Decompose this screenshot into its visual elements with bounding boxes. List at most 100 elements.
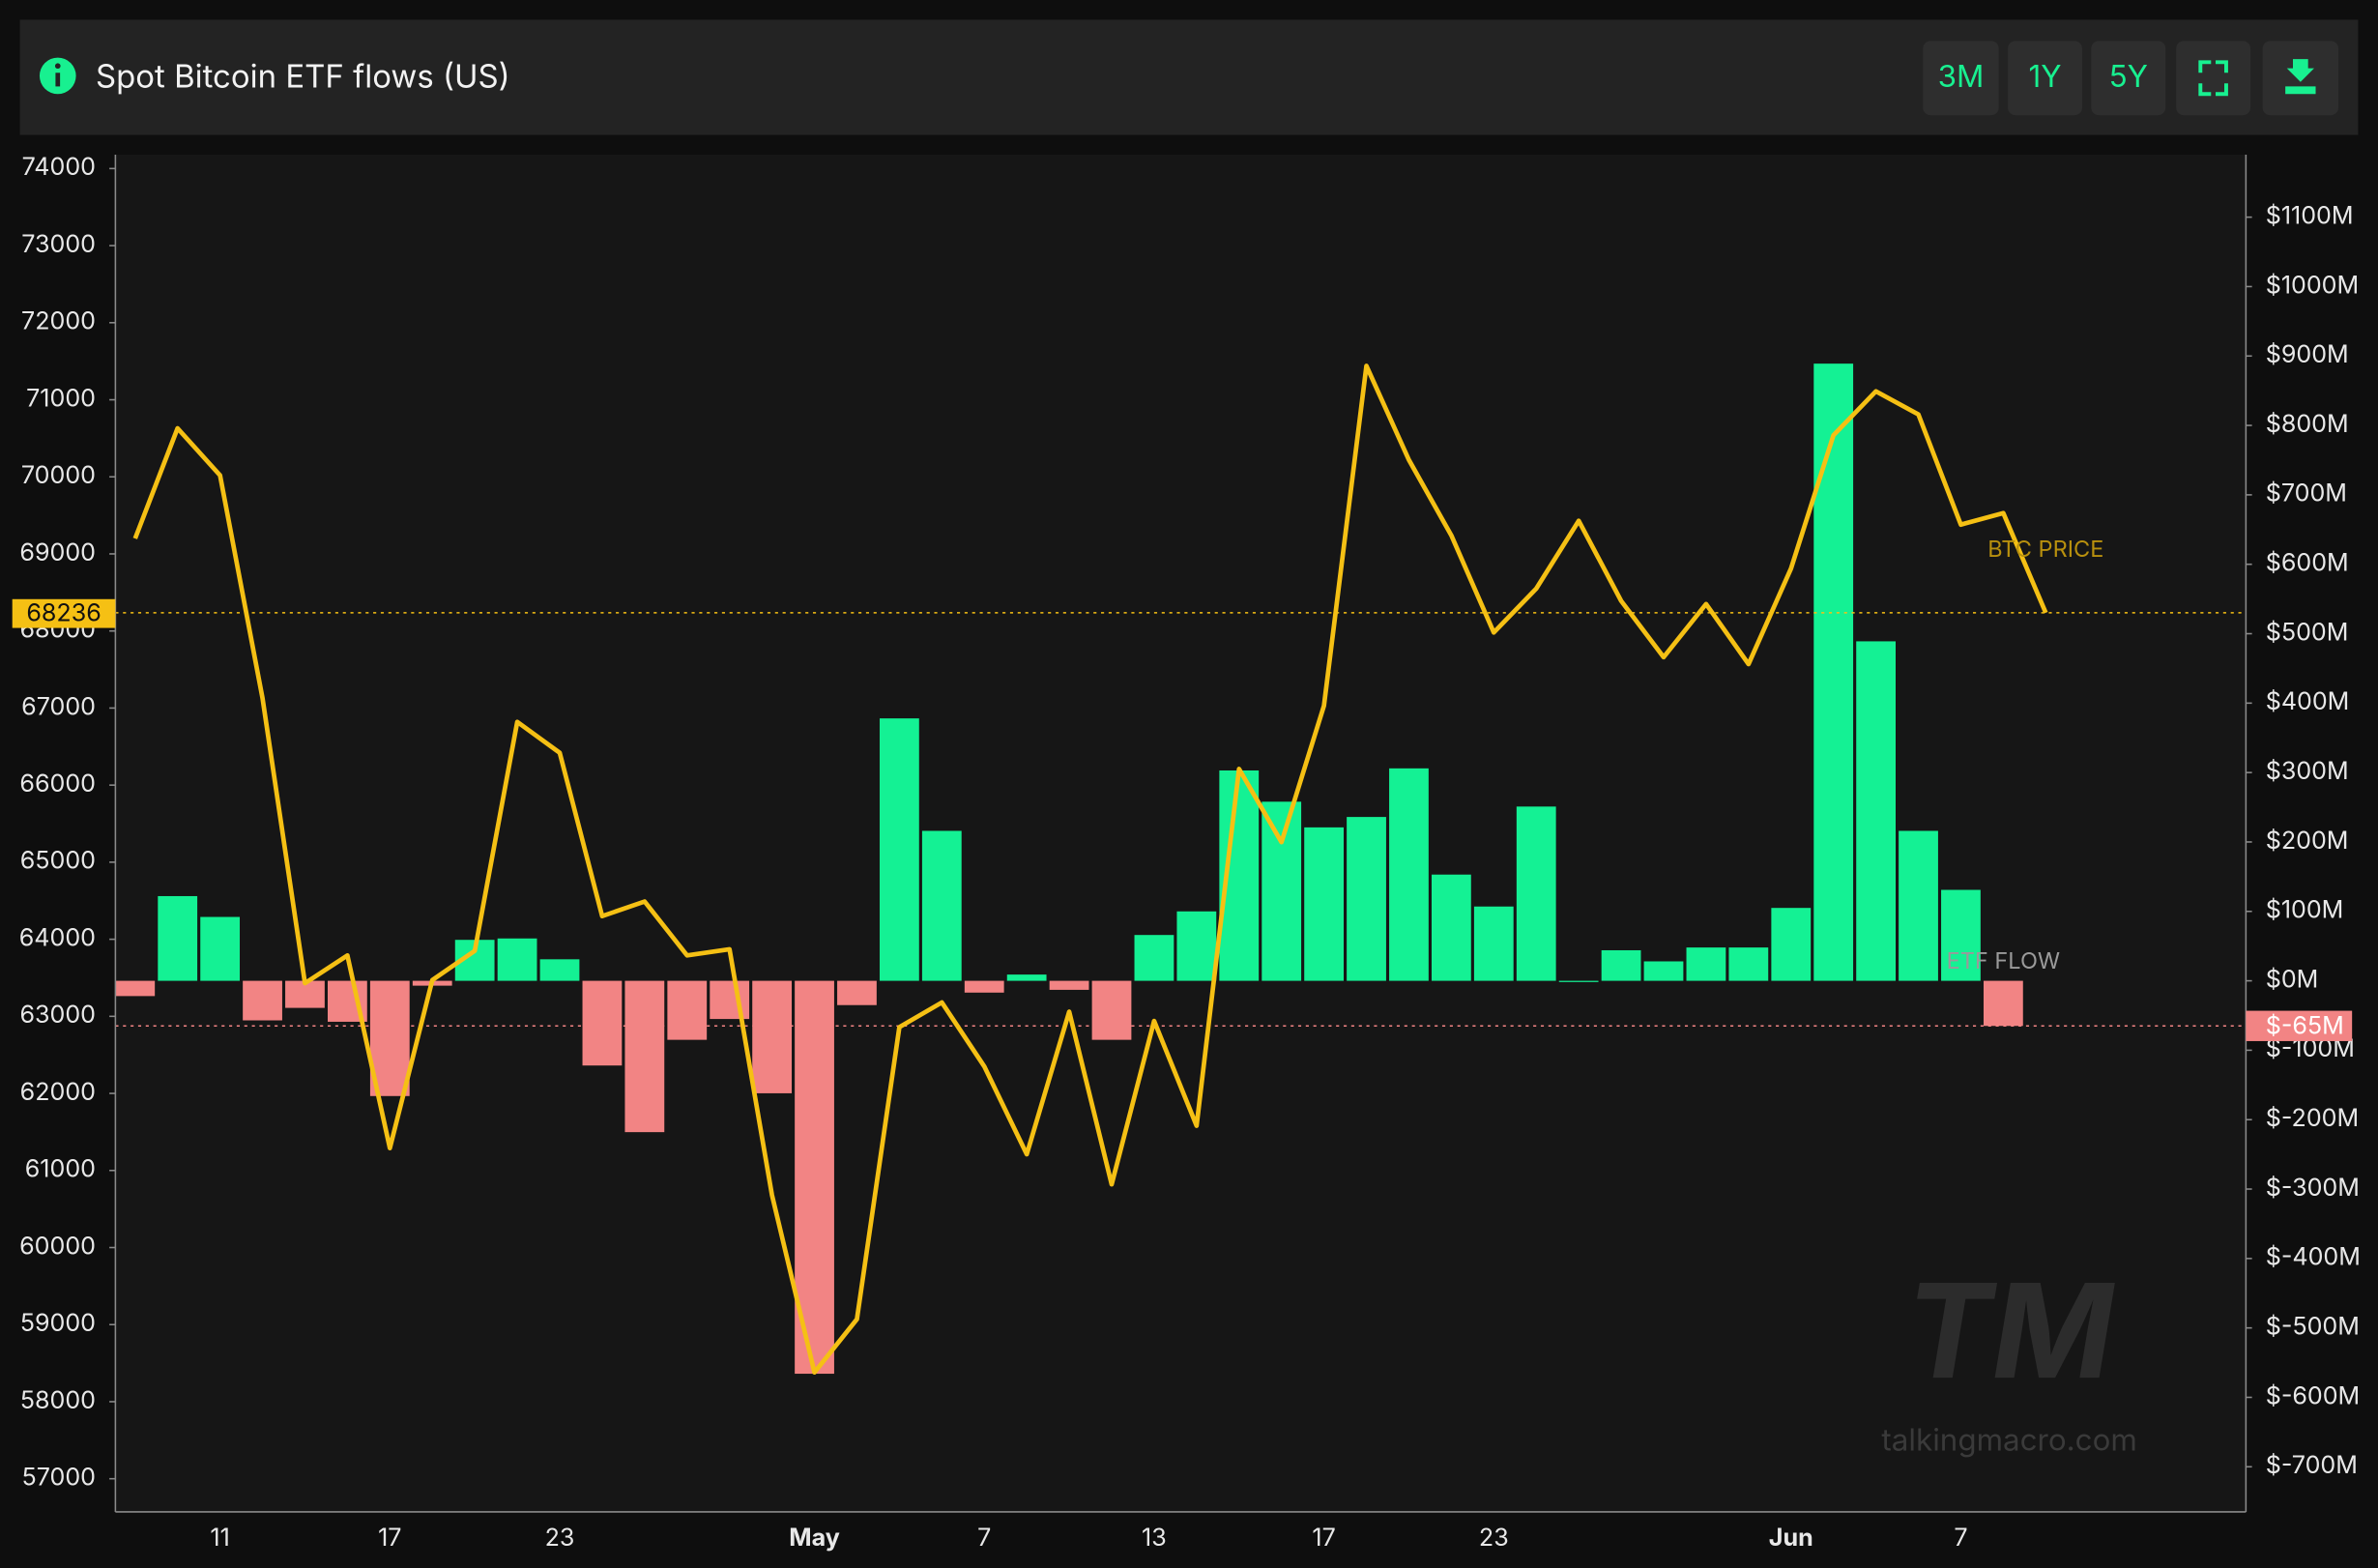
x-tick-label: 23 (1479, 1524, 1509, 1553)
y-tick-label: 62000 (20, 1078, 96, 1107)
flow-bar (369, 980, 410, 1096)
button-3m[interactable]: 3M (1923, 41, 1999, 116)
info-icon-glyph (55, 73, 61, 87)
flow-bar (752, 980, 793, 1093)
button-fullscreen[interactable] (2176, 41, 2251, 116)
button-download[interactable] (2262, 41, 2339, 116)
flow-bar (115, 980, 156, 997)
y2-tick-label: $400M (2266, 687, 2350, 716)
flow-bar (1558, 980, 1599, 982)
y2-tick-label: $600M (2266, 549, 2349, 578)
x-tick-label: 13 (1142, 1524, 1167, 1553)
button-label: 1Y (2028, 58, 2061, 95)
y2-tick-label: $1000M (2266, 271, 2359, 300)
flow-bar (1431, 874, 1471, 981)
watermark-site: talkingmacro.com (1881, 1421, 2136, 1458)
y2-tick-label: $-200M (2266, 1104, 2359, 1133)
flow-bar (1813, 363, 1854, 981)
flow-bar (1347, 817, 1386, 981)
flow-bar (879, 718, 919, 981)
flow-bar (1983, 980, 2023, 1027)
x-tick-label: Jun (1769, 1524, 1813, 1553)
y2-tick-label: $-700M (2266, 1451, 2358, 1480)
button-bg (2091, 41, 2166, 116)
y2-tick-label: $100M (2266, 896, 2344, 925)
button-label: 5Y (2109, 58, 2148, 95)
y-tick-label: 65000 (20, 847, 96, 876)
y-tick-label: 60000 (19, 1232, 96, 1261)
flow-bar (710, 980, 750, 1020)
button-bg (1923, 41, 1999, 116)
y2-tick-label: $300M (2266, 757, 2349, 786)
series-label: BTC PRICE (1987, 535, 2103, 563)
button-bg (2176, 41, 2251, 116)
price-last-tag (12, 598, 116, 628)
flow-bar (1049, 980, 1089, 990)
flow-bar (1601, 949, 1641, 981)
y-tick-label: 59000 (20, 1309, 96, 1338)
flow-bar (1176, 911, 1217, 981)
y2-tick-label: $200M (2266, 827, 2349, 856)
button-5y[interactable]: 5Y (2091, 41, 2166, 116)
y2-tick-label: $1100M (2266, 201, 2354, 230)
y-tick-label: 74000 (22, 153, 96, 182)
y-tick-label: 58000 (20, 1386, 96, 1415)
button-bg (2008, 41, 2082, 116)
x-tick-label: 17 (1312, 1524, 1335, 1553)
y-tick-label: 69000 (19, 538, 96, 567)
flow-bar (1134, 935, 1174, 981)
y2-tick-label: $800M (2266, 410, 2349, 439)
flow-bar (837, 980, 877, 1005)
x-tick-label: 17 (378, 1524, 401, 1553)
flow-bar (158, 895, 198, 981)
flow-bar (1091, 980, 1132, 1040)
flow-bar (200, 916, 241, 981)
info-icon-dot (54, 63, 61, 70)
flow-bar (1728, 947, 1769, 981)
price-line (132, 363, 2048, 1376)
flow-bar (582, 980, 623, 1066)
y-tick-label: 72000 (21, 307, 96, 336)
flow-last-label: $-65M (2266, 1012, 2344, 1041)
flow-bar (1473, 906, 1514, 981)
y2-tick-label: $700M (2266, 479, 2347, 508)
y2-tick-label: $-400M (2266, 1243, 2361, 1272)
y2-tick-label: $500M (2266, 618, 2349, 647)
flow-bar (1686, 947, 1726, 981)
flow-bar (921, 830, 962, 981)
y2-tick-label: $0M (2266, 965, 2319, 994)
flow-bar (1262, 801, 1302, 981)
y2-tick-label: $-500M (2266, 1312, 2360, 1341)
x-tick-label: 7 (977, 1524, 991, 1553)
flow-bar (497, 938, 537, 981)
flow-bar (667, 980, 708, 1040)
button-1y[interactable]: 1Y (2008, 41, 2082, 116)
y2-tick-label: $-600M (2266, 1381, 2360, 1410)
y-tick-label: 64000 (19, 923, 96, 952)
y-tick-label: 73000 (21, 230, 96, 259)
flow-bar (1304, 827, 1345, 981)
flow-bar (964, 980, 1004, 993)
flow-bar (1516, 806, 1556, 981)
y-tick-label: 63000 (19, 1001, 96, 1030)
price-last-label: 68236 (26, 598, 101, 627)
y-tick-label: 57000 (21, 1464, 96, 1493)
watermark-logo: TM (1905, 1251, 2115, 1409)
button-label: 3M (1938, 58, 1985, 95)
y-tick-label: 67000 (21, 692, 96, 721)
flow-last-tag (2246, 1010, 2353, 1041)
flow-bar (1856, 641, 1896, 981)
flow-bar (539, 959, 580, 981)
series-label: ETF FLOW (1947, 946, 2060, 974)
chart-title: Spot Bitcoin ETF flows (US) (96, 57, 510, 96)
flow-bar (243, 980, 282, 1021)
x-tick-label: 7 (1954, 1524, 1967, 1553)
flow-bar (1643, 961, 1684, 981)
x-tick-label: 11 (210, 1524, 229, 1553)
flow-bar (1899, 830, 1938, 981)
flow-bar (624, 980, 665, 1133)
y-tick-label: 66000 (19, 769, 96, 799)
flow-bar (1389, 768, 1429, 981)
y-tick-label: 70000 (21, 461, 96, 490)
